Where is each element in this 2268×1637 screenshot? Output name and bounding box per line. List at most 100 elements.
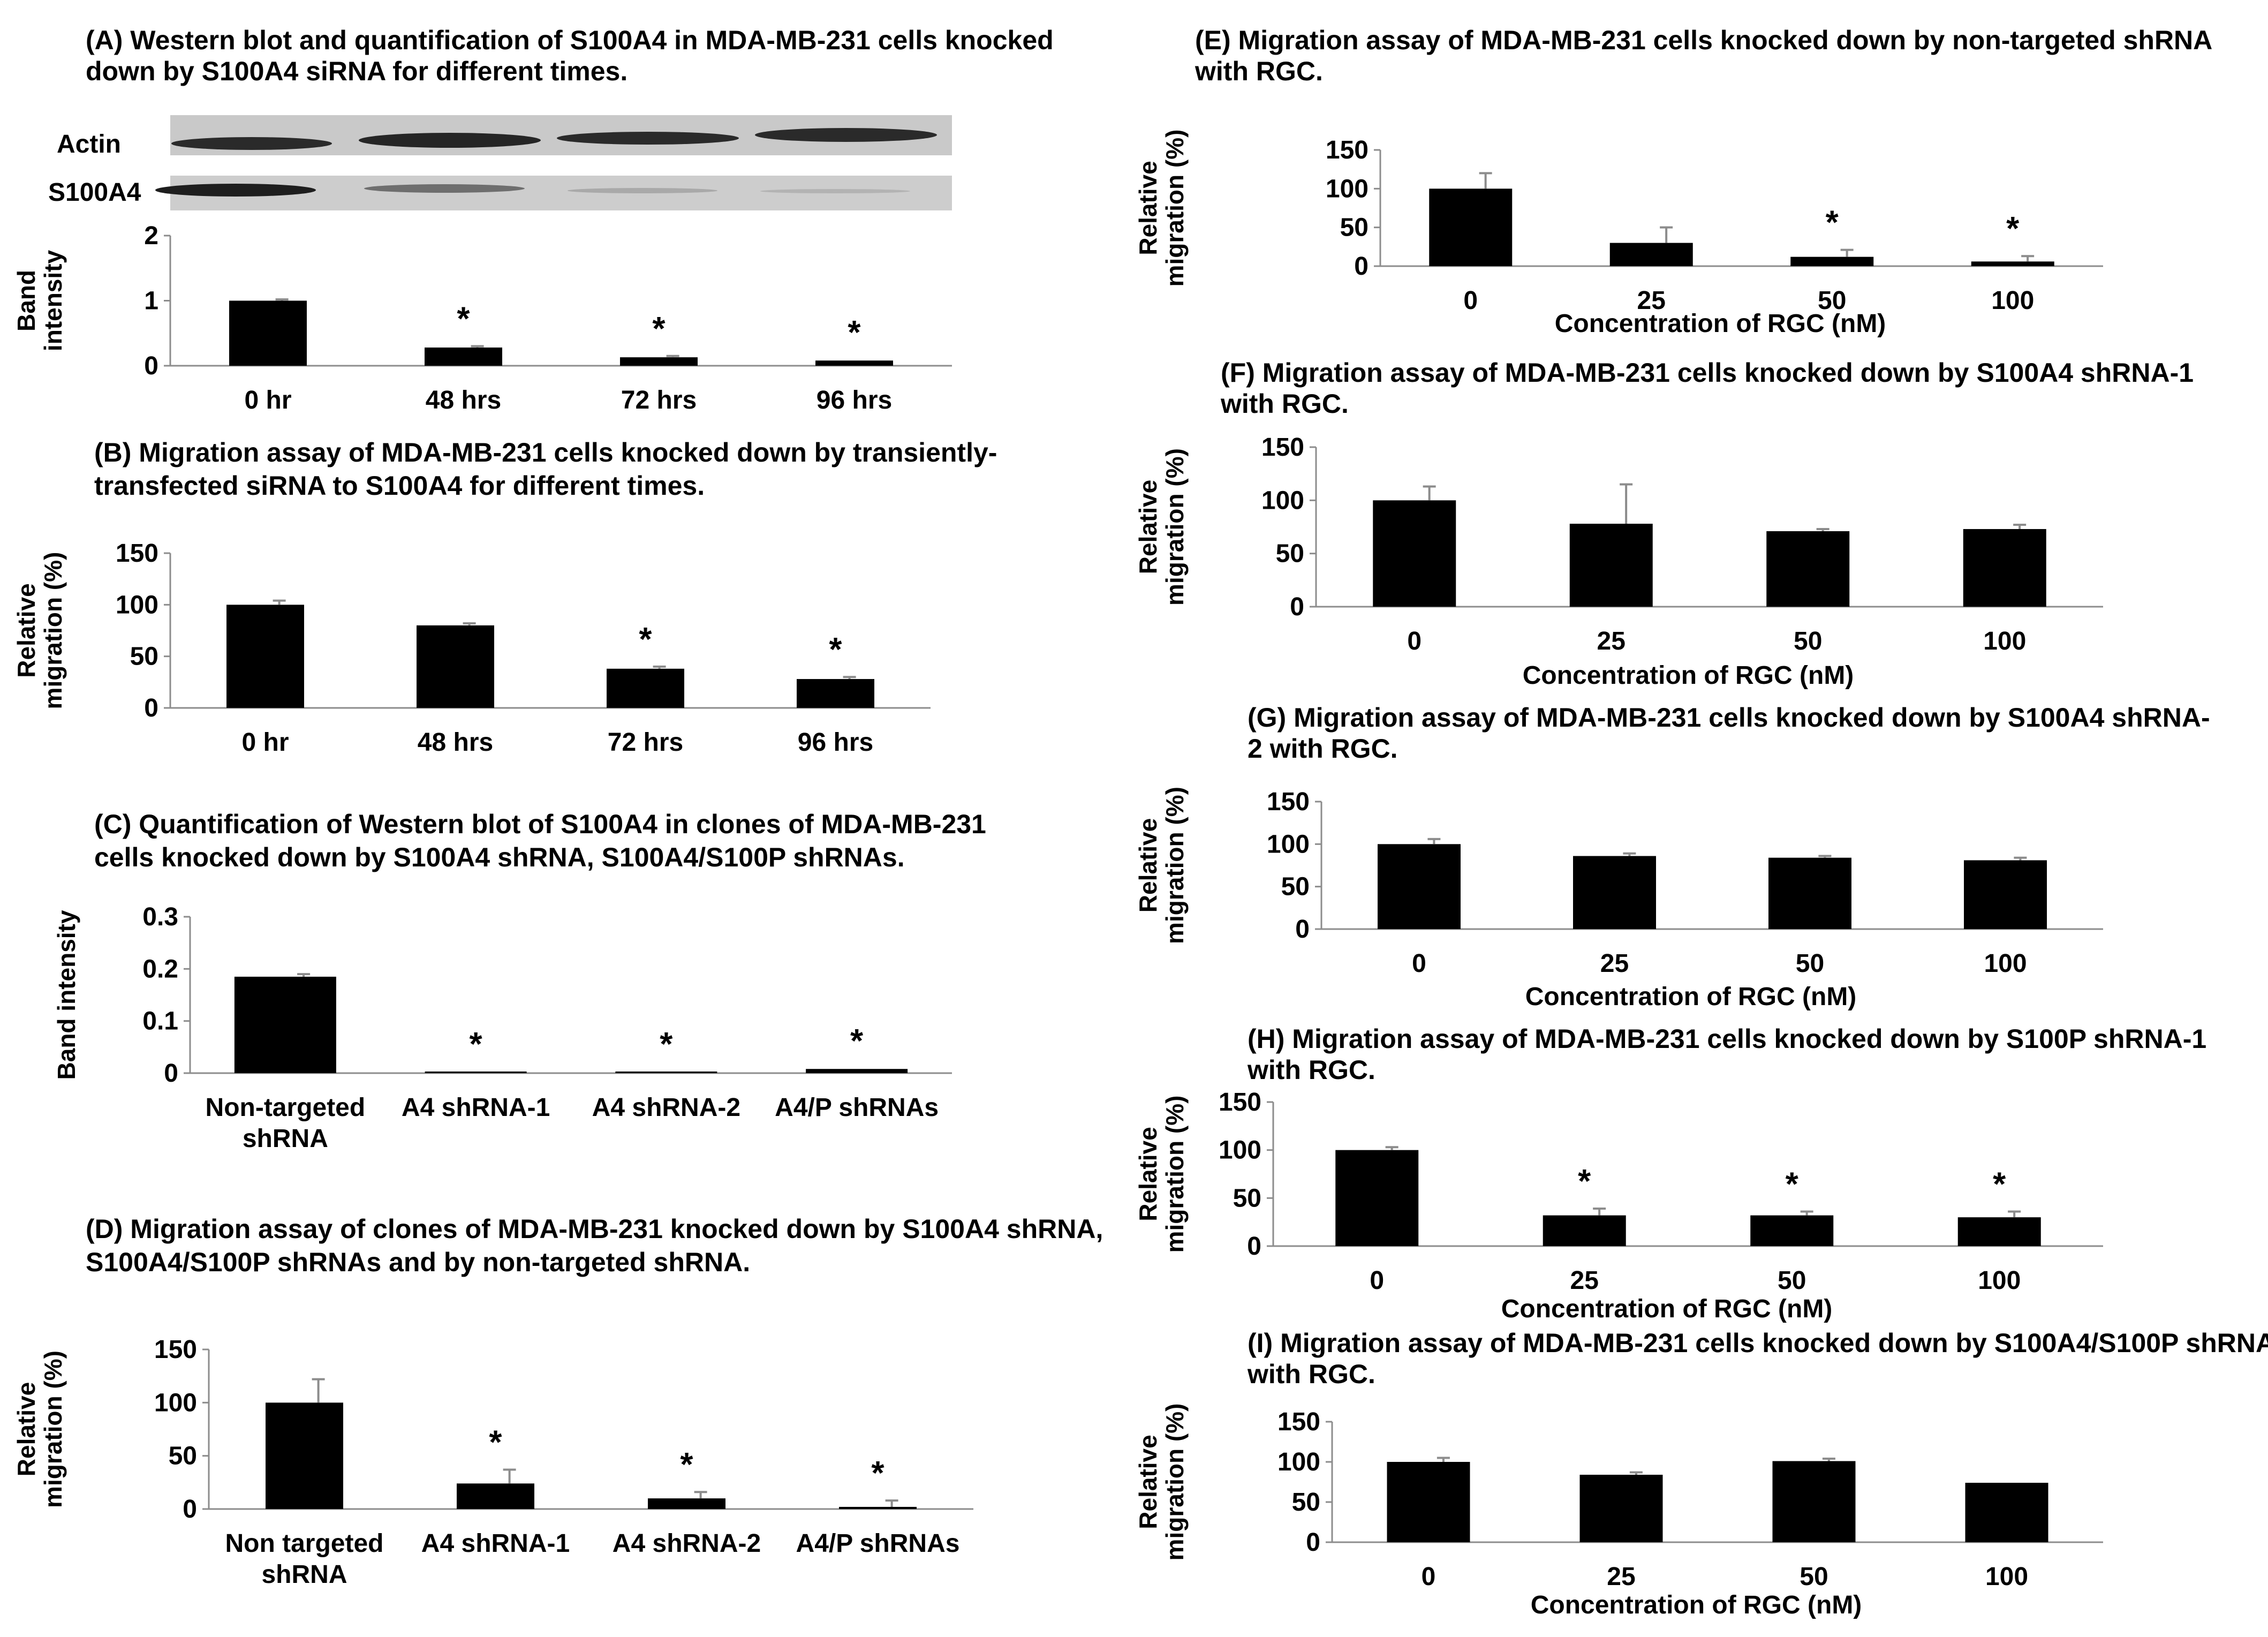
bar-e-3 [1971,261,2054,266]
y-axis-label: Relative [1134,818,1162,912]
blot-band-s100a4-2 [364,184,525,193]
panel-f: (F) Migration assay of MDA-MB-231 cells … [1134,358,2194,690]
panel-i: (I) Migration assay of MDA-MB-231 cells … [1134,1328,2268,1619]
significance-asterisk: * [1578,1163,1591,1200]
significance-asterisk: * [850,1023,864,1060]
significance-asterisk: * [457,301,470,338]
bar-d-3 [839,1507,917,1509]
y-axis-label: Relative [12,583,40,677]
x-axis-label: Concentration of RGC (nM) [1555,310,1886,338]
x-tick-label: 50 [1778,1266,1806,1295]
bar-b-2 [607,668,684,708]
y-axis-label: migration (%) [1161,448,1189,606]
x-tick-label: 0 [1370,1266,1384,1295]
y-axis-label: migration (%) [1161,1404,1189,1561]
y-tick-label: 100 [116,591,158,619]
y-tick-label: 0 [183,1495,197,1523]
x-tick-label: Non targeted shRNA [225,1529,383,1589]
x-tick-label: 96 hrs [798,728,873,757]
bar-b-0 [226,605,304,708]
western-blot-image: Actin S100A4 [48,115,952,210]
x-tick-label: 100 [1983,627,2026,655]
y-tick-label: 0.2 [142,955,178,983]
significance-asterisk: * [2006,210,2020,247]
y-axis-label: migration (%) [1161,787,1189,944]
bar-c-2 [615,1072,717,1073]
x-tick-label: 48 hrs [426,386,501,414]
bar-g-1 [1573,856,1656,929]
panel-d: (D) Migration assay of clones of MDA-MB-… [12,1214,1103,1589]
y-tick-label: 0.3 [142,903,178,931]
significance-asterisk: * [1993,1166,2006,1203]
x-tick-label: 0 [1463,286,1478,315]
bar-f-2 [1766,531,1850,607]
x-tick-label: 72 hrs [608,728,683,757]
bar-f-0 [1373,500,1456,607]
x-axis-label: Concentration of RGC (nM) [1501,1295,1833,1323]
y-tick-label: 100 [1277,1448,1320,1476]
y-tick-label: 150 [1277,1408,1320,1436]
y-tick-label: 0 [1290,593,1304,621]
panel-c: (C) Quantification of Western blot of S1… [52,809,986,1153]
panel-b: (B) Migration assay of MDA-MB-231 cells … [12,437,997,757]
significance-asterisk: * [1786,1166,1799,1203]
x-tick-label: A4 shRNA-2 [613,1529,761,1558]
panel-c-title-line: (C) Quantification of Western blot of S1… [94,809,986,839]
x-tick-label: 50 [1800,1563,1828,1591]
x-tick-label: Non-targeted shRNA [206,1093,366,1153]
x-tick-label: 100 [1991,286,2034,315]
significance-asterisk: * [680,1446,693,1483]
panel-b-title-line: (B) Migration assay of MDA-MB-231 cells … [94,437,997,467]
blot-band-s100a4-1 [155,184,316,197]
y-tick-label: 2 [144,222,158,250]
y-axis-label: Relative [1134,1435,1162,1529]
panel-e-title-line: (E) Migration assay of MDA-MB-231 cells … [1195,25,2212,55]
significance-asterisk: * [871,1455,884,1492]
y-tick-label: 100 [1261,486,1304,515]
y-tick-label: 150 [1326,136,1369,164]
panel-i-title-line: with RGC. [1247,1359,1375,1389]
panel-i-title-line: (I) Migration assay of MDA-MB-231 cells … [1248,1328,2268,1358]
panel-e-title-line: with RGC. [1195,56,1323,86]
x-tick-label: 50 [1796,949,1824,978]
panel-h: (H) Migration assay of MDA-MB-231 cells … [1134,1024,2206,1323]
significance-asterisk: * [660,1026,673,1063]
significance-asterisk: * [470,1026,483,1063]
y-axis-label: Relative [12,1382,40,1476]
bar-h-1 [1543,1215,1626,1246]
panel-a: (A) Western blot and quantification of S… [12,25,1054,414]
x-tick-label: 25 [1600,949,1629,978]
bar-d-1 [457,1483,534,1509]
y-tick-label: 50 [1292,1488,1320,1517]
bar-c-3 [806,1069,908,1073]
bar-h-3 [1957,1217,2041,1246]
blot-band-actin-1 [171,137,332,150]
x-axis-label: Concentration of RGC (nM) [1525,983,1857,1011]
significance-asterisk: * [829,631,842,668]
y-tick-label: 100 [154,1389,197,1417]
bar-c-0 [234,976,336,1073]
x-tick-label: 50 [1794,627,1822,655]
bar-b-1 [417,625,494,708]
panel-g-title-line: (G) Migration assay of MDA-MB-231 cells … [1248,703,2210,733]
y-tick-label: 0 [144,352,158,380]
bar-h-2 [1750,1215,1834,1246]
y-tick-label: 0 [1247,1232,1261,1261]
panel-g-title-line: 2 with RGC. [1248,734,1398,764]
x-tick-label: A4 shRNA-1 [402,1093,550,1122]
x-tick-label: 25 [1597,627,1626,655]
bar-f-1 [1569,524,1653,607]
y-tick-label: 100 [1267,830,1310,858]
bar-c-1 [425,1072,527,1073]
blot-label-actin: Actin [57,130,121,159]
x-tick-label: 25 [1607,1563,1635,1591]
blot-band-s100a4-4 [760,189,910,193]
bar-h-0 [1335,1150,1419,1246]
x-tick-label: 96 hrs [817,386,892,414]
blot-band-actin-4 [755,128,937,142]
bar-d-0 [266,1402,343,1509]
x-tick-label: A4 shRNA-2 [592,1093,740,1122]
y-axis-label: intensity [39,250,67,352]
y-axis-label: Relative [1134,161,1162,255]
